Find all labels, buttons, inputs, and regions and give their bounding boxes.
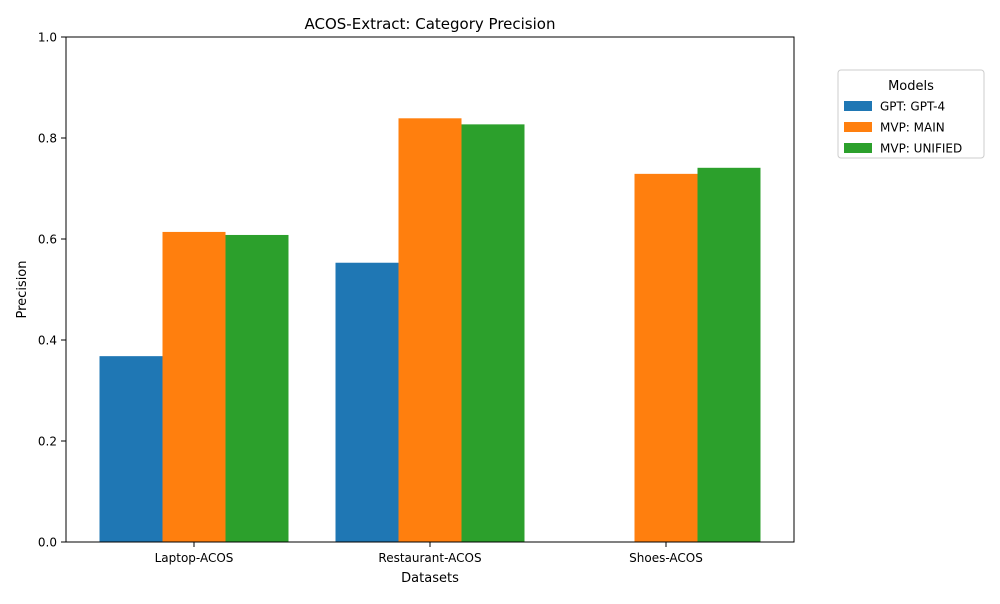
legend-title: Models bbox=[888, 79, 934, 94]
y-axis: 0.0 0.2 0.4 0.6 0.8 1.0 bbox=[38, 31, 66, 550]
x-tick-label: Shoes-ACOS bbox=[629, 551, 703, 565]
legend-label: MVP: UNIFIED bbox=[880, 142, 962, 156]
bars-layer bbox=[99, 118, 761, 543]
legend-label: GPT: GPT-4 bbox=[880, 100, 945, 114]
legend: Models GPT: GPT-4 MVP: MAIN MVP: UNIFIED bbox=[837, 69, 985, 159]
bar-mvp-main-laptop-acos bbox=[162, 231, 226, 542]
legend-swatch bbox=[844, 122, 872, 132]
x-axis: Laptop-ACOS Restaurant-ACOS Shoes-ACOS bbox=[155, 542, 703, 565]
bar-mvp-main-shoes-acos bbox=[634, 173, 698, 543]
bar-mvp-main-restaurant-acos bbox=[398, 118, 462, 543]
y-tick-label: 0.2 bbox=[38, 435, 57, 449]
y-tick-label: 0.6 bbox=[38, 233, 57, 247]
y-tick-label: 0.0 bbox=[38, 536, 57, 550]
bar-mvp-unified-laptop-acos bbox=[225, 234, 289, 542]
legend-swatch bbox=[844, 101, 872, 111]
chart-title: ACOS-Extract: Category Precision bbox=[305, 15, 556, 33]
legend-items: GPT: GPT-4 MVP: MAIN MVP: UNIFIED bbox=[844, 100, 962, 156]
y-tick-label: 0.4 bbox=[38, 334, 57, 348]
x-tick-label: Laptop-ACOS bbox=[155, 551, 234, 565]
y-tick-label: 1.0 bbox=[38, 31, 57, 45]
x-axis-label: Datasets bbox=[401, 571, 459, 586]
bar-gpt-gpt-4-restaurant-acos bbox=[335, 262, 399, 542]
legend-swatch bbox=[844, 143, 872, 153]
bar-gpt-gpt-4-laptop-acos bbox=[99, 356, 163, 542]
y-tick-label: 0.8 bbox=[38, 132, 57, 146]
bar-mvp-unified-shoes-acos bbox=[697, 167, 761, 543]
y-axis-label: Precision bbox=[15, 260, 30, 318]
legend-box bbox=[837, 69, 985, 159]
legend-label: MVP: MAIN bbox=[880, 121, 945, 135]
x-tick-label: Restaurant-ACOS bbox=[378, 551, 481, 565]
bar-mvp-unified-restaurant-acos bbox=[461, 124, 525, 543]
